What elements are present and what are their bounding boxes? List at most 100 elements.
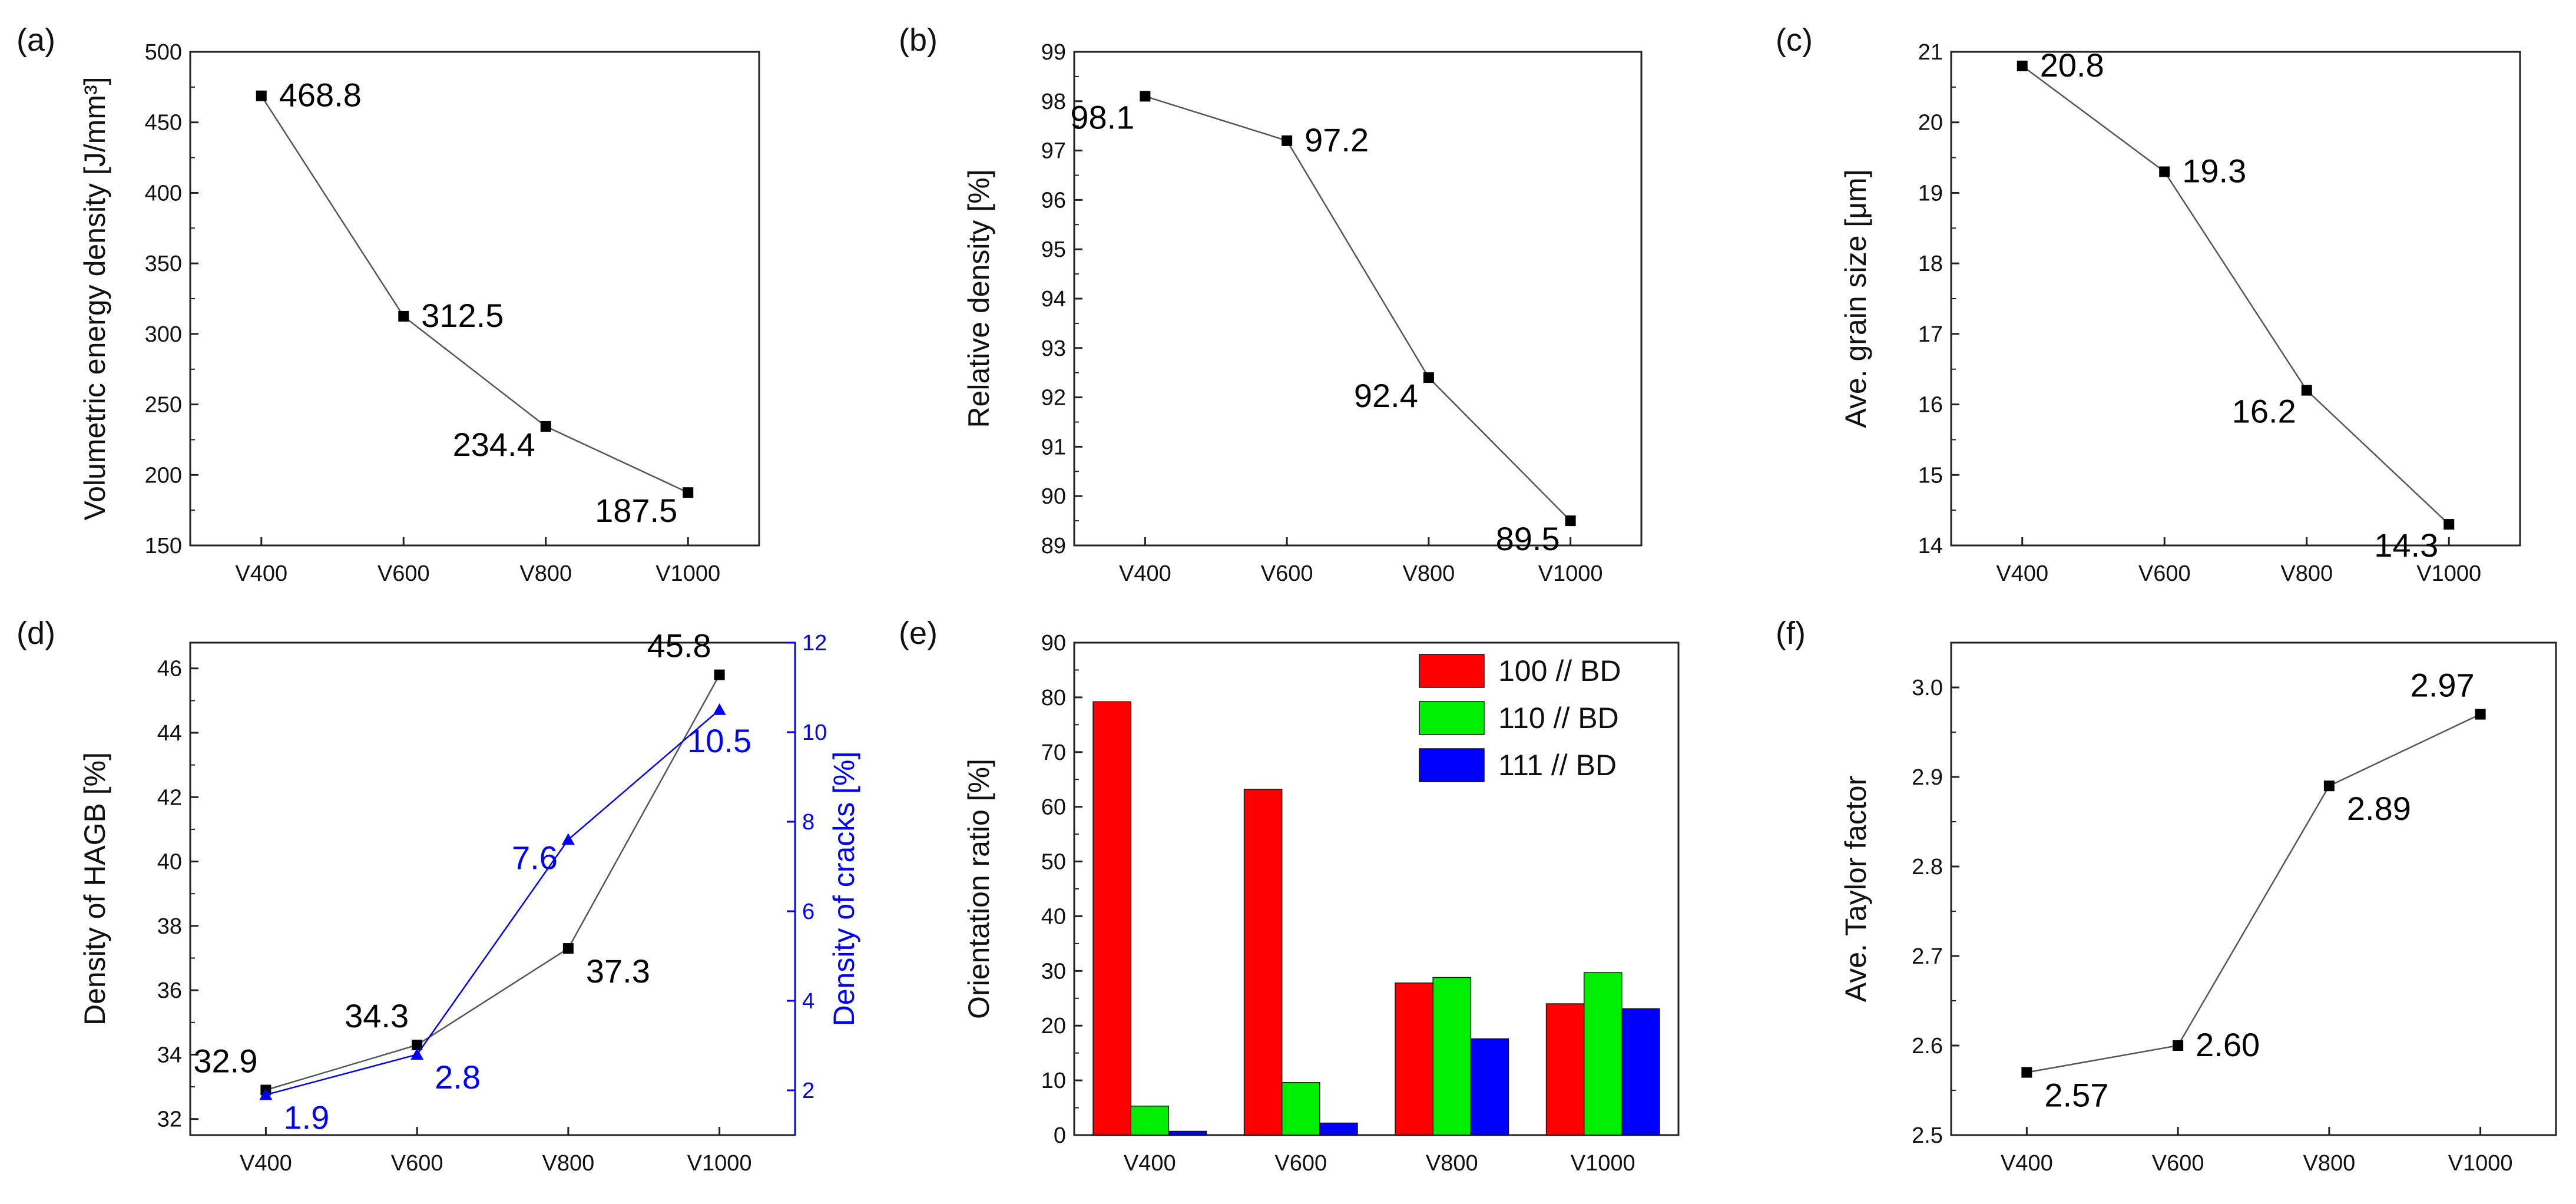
- ytick-label-a: 350: [145, 252, 182, 276]
- xtick-label-e: V600: [1274, 1151, 1327, 1176]
- ytick-label-b: 94: [1041, 287, 1066, 312]
- data-label-a-0-1: 312.5: [421, 297, 504, 334]
- ytick-label-c: 21: [1918, 40, 1943, 65]
- bar-e-s1-2: [1432, 977, 1472, 1136]
- data-label-c-0-0: 20.8: [2040, 47, 2104, 84]
- xtick-label-a: V400: [235, 561, 287, 586]
- plot-frame-f: [1950, 641, 2557, 1136]
- panel-label-a: (a): [16, 22, 55, 58]
- ytick-label-d: 42: [157, 785, 182, 810]
- point-d-1-1: [410, 1048, 424, 1060]
- y2tick-label-d: 8: [802, 810, 814, 835]
- legend-swatch-2: [1419, 748, 1485, 782]
- point-a-0-1: [398, 310, 409, 322]
- bar-e-s0-1: [1243, 789, 1283, 1136]
- point-d-0-1: [412, 1040, 423, 1051]
- point-f-0-2: [2323, 780, 2335, 792]
- point-c-0-2: [2301, 385, 2312, 396]
- data-label-c-0-1: 19.3: [2182, 153, 2246, 190]
- bar-e-s1-0: [1130, 1106, 1170, 1136]
- ytick-label-b: 93: [1041, 336, 1066, 361]
- ytick-label-e: 80: [1041, 686, 1066, 710]
- data-label-d-0-3: 45.8: [647, 627, 711, 664]
- point-c-0-1: [2159, 166, 2170, 177]
- point-a-0-3: [683, 487, 694, 498]
- ytick-label-d: 46: [157, 657, 182, 682]
- point-b-0-3: [1565, 515, 1576, 527]
- ytick-label-b: 99: [1041, 40, 1066, 65]
- legend-swatch-1: [1419, 701, 1485, 735]
- ytick-label-e: 10: [1041, 1069, 1066, 1093]
- xtick-label-b: V800: [1403, 561, 1455, 586]
- ytick-label-f: 2.6: [1912, 1034, 1943, 1059]
- xtick-label-b: V400: [1119, 561, 1171, 586]
- ytick-label-c: 17: [1918, 322, 1943, 347]
- ytick-label-b: 97: [1041, 139, 1066, 164]
- data-label-c-0-3: 14.3: [2374, 527, 2438, 564]
- xtick-label-b: V1000: [1538, 561, 1603, 586]
- xtick-label-a: V600: [378, 561, 430, 586]
- ytick-label-b: 89: [1041, 534, 1066, 558]
- data-label-f-0-1: 2.60: [2196, 1026, 2260, 1063]
- y2tick-label-d: 10: [802, 720, 827, 745]
- panel-label-b: (b): [899, 22, 938, 58]
- point-f-0-3: [2475, 709, 2486, 720]
- ylabel-e: Orientation ratio [%]: [962, 759, 995, 1019]
- ytick-label-f: 2.5: [1912, 1123, 1943, 1148]
- point-f-0-0: [2021, 1067, 2032, 1078]
- ytick-label-e: 30: [1041, 959, 1066, 984]
- ytick-label-c: 20: [1918, 111, 1943, 135]
- data-label-d-0-0: 32.9: [193, 1043, 257, 1080]
- panel-label-d: (d): [16, 616, 55, 651]
- panel-c: (c) 14 15 16 17 18 19 20 21 V400 V600 V800 V1000 Ave.…: [1776, 22, 2521, 586]
- data-label-d-1-3: 10.5: [687, 722, 751, 759]
- ytick-label-b: 91: [1041, 435, 1066, 459]
- ytick-label-b: 96: [1041, 188, 1066, 213]
- series-line-a-0: [260, 95, 688, 494]
- plot-frame-d: [189, 641, 796, 1136]
- legend-swatch-0: [1419, 654, 1485, 688]
- panel-f: (f) 2.5 2.6 2.7 2.8 2.9 3.0 V400 V600 V800 V1000 Av…: [1776, 616, 2557, 1176]
- ytick-label-f: 2.9: [1912, 765, 1943, 790]
- point-d-1-2: [561, 833, 575, 845]
- data-label-a-0-2: 234.4: [453, 426, 535, 463]
- ytick-label-e: 50: [1041, 850, 1066, 875]
- series-line-c-0: [2022, 65, 2450, 525]
- series-line-d-1: [266, 709, 720, 1096]
- ytick-label-b: 98: [1041, 90, 1066, 114]
- ytick-label-e: 70: [1041, 740, 1066, 765]
- bar-e-s0-0: [1092, 701, 1131, 1136]
- point-a-0-0: [256, 90, 267, 101]
- xtick-label-d: V800: [542, 1151, 595, 1176]
- data-label-b-0-1: 97.2: [1304, 121, 1369, 158]
- data-label-a-0-3: 187.5: [595, 492, 677, 529]
- bar-e-s2-3: [1621, 1008, 1660, 1136]
- xtick-label-c: V400: [1996, 561, 2048, 586]
- panel-label-f: (f): [1776, 616, 1806, 651]
- y2label-d: Density of cracks [%]: [827, 752, 860, 1027]
- point-b-0-2: [1423, 372, 1434, 383]
- xtick-label-b: V600: [1261, 561, 1313, 586]
- panel-b: (b) 89 90 91 92 93 94 95 96 97 98 99 V400 V600 V800 V10…: [899, 22, 1643, 586]
- data-label-d-0-2: 37.3: [586, 952, 650, 990]
- xtick-label-c: V600: [2138, 561, 2191, 586]
- y2tick-label-d: 4: [802, 989, 814, 1014]
- plot-frame-c: [1950, 51, 2521, 547]
- ytick-label-c: 18: [1918, 252, 1943, 276]
- ytick-label-b: 95: [1041, 237, 1066, 262]
- data-label-f-0-0: 2.57: [2044, 1077, 2108, 1114]
- bar-e-s2-0: [1168, 1130, 1207, 1136]
- point-d-1-3: [713, 703, 726, 715]
- ylabel-c: Ave. grain size [μm]: [1839, 169, 1872, 428]
- data-label-d-1-2: 7.6: [512, 839, 558, 876]
- xtick-label-a: V1000: [655, 561, 720, 586]
- bar-e-s1-3: [1583, 972, 1623, 1136]
- point-d-0-2: [562, 943, 574, 954]
- xtick-label-e: V1000: [1571, 1151, 1635, 1176]
- y2tick-label-d: 12: [802, 631, 827, 656]
- ytick-label-b: 90: [1041, 484, 1066, 509]
- data-label-b-0-0: 98.1: [1070, 98, 1134, 135]
- data-label-a-0-0: 468.8: [279, 77, 362, 114]
